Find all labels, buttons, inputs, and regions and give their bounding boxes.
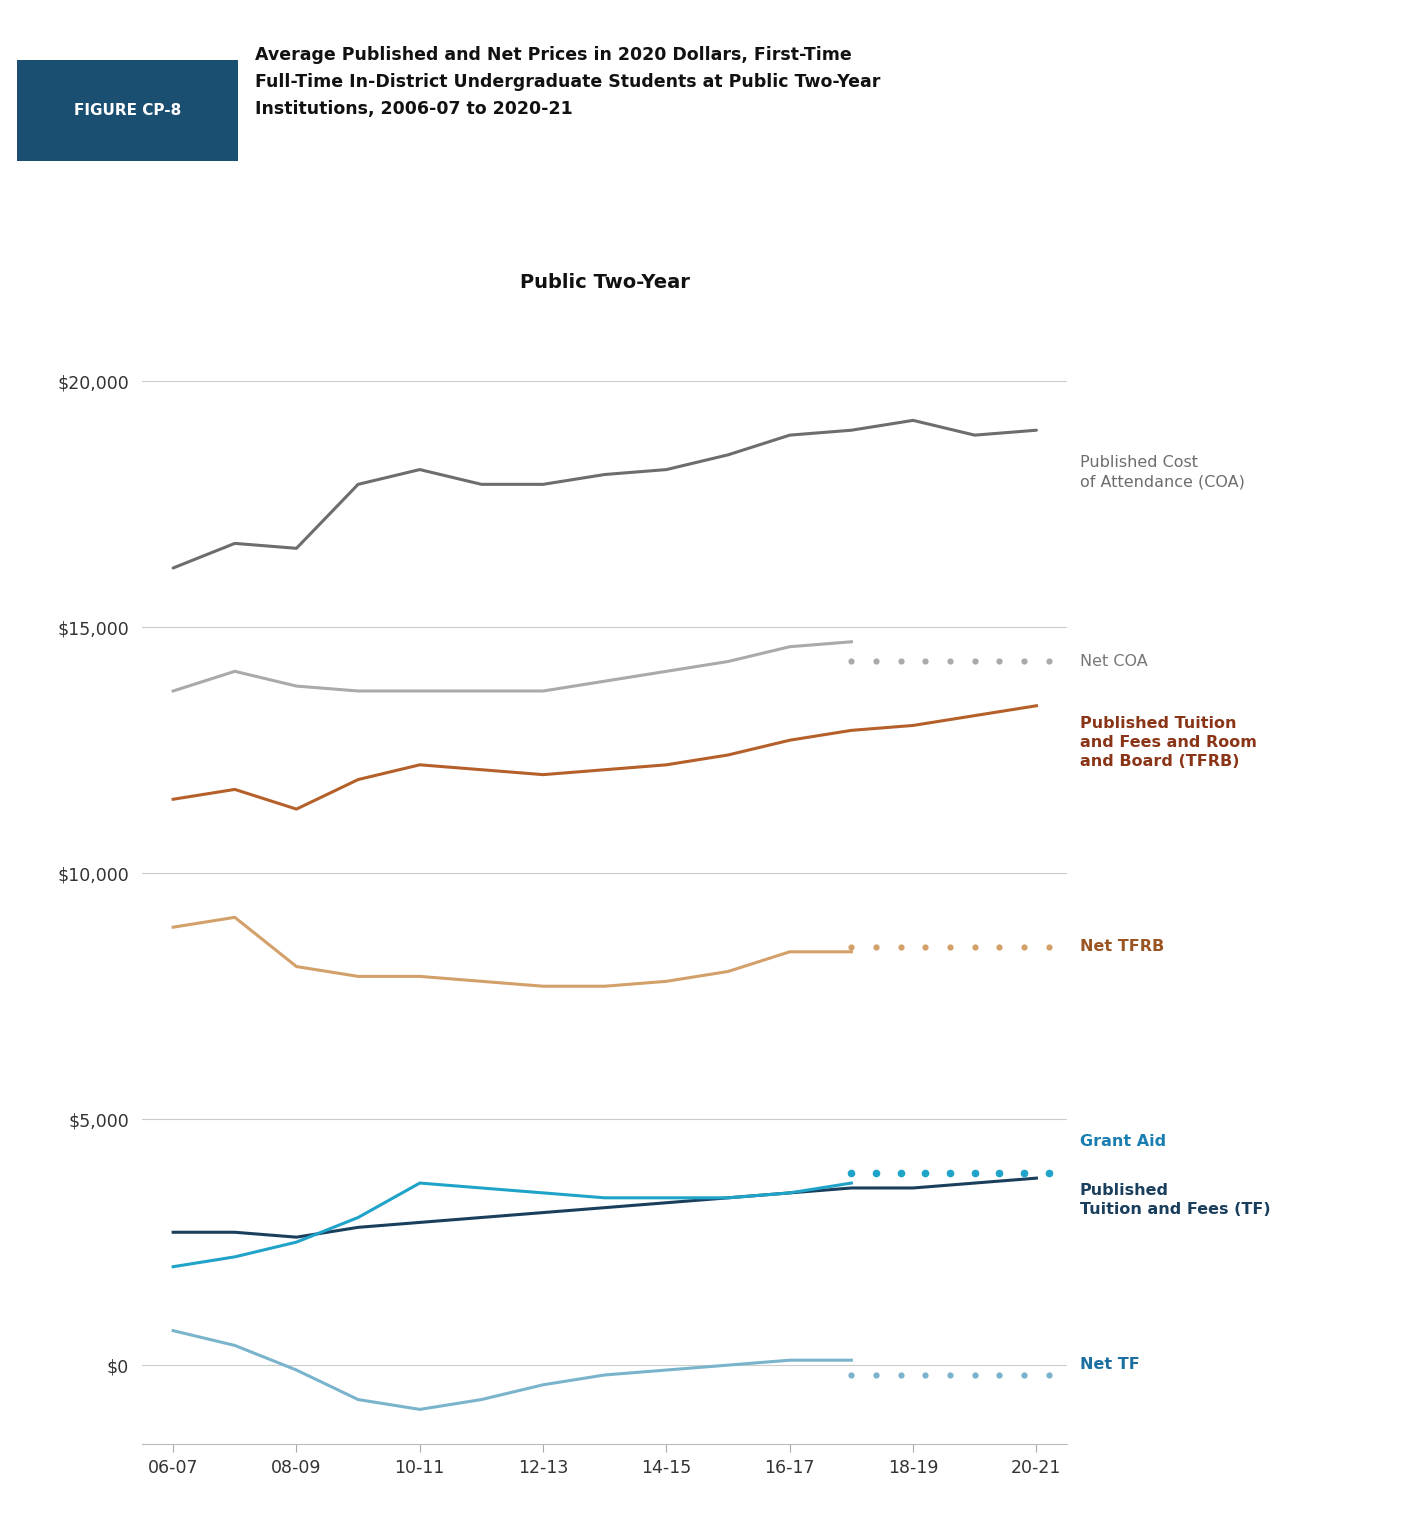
Text: Published Tuition
and Fees and Room
and Board (TFRB): Published Tuition and Fees and Room and …: [1080, 716, 1257, 770]
Text: Net COA: Net COA: [1080, 654, 1147, 670]
Text: Published
Tuition and Fees (TF): Published Tuition and Fees (TF): [1080, 1183, 1271, 1217]
Text: Net TFRB: Net TFRB: [1080, 940, 1164, 954]
FancyBboxPatch shape: [17, 60, 238, 161]
Text: Net TF: Net TF: [1080, 1358, 1140, 1373]
Title: Public Two-Year: Public Two-Year: [519, 273, 690, 292]
Text: Average Published and Net Prices in 2020 Dollars, First-Time
Full-Time In-Distri: Average Published and Net Prices in 2020…: [255, 46, 879, 118]
Text: Published Cost
of Attendance (COA): Published Cost of Attendance (COA): [1080, 455, 1245, 488]
Text: FIGURE CP-8: FIGURE CP-8: [74, 103, 181, 118]
Text: Grant Aid: Grant Aid: [1080, 1134, 1165, 1149]
